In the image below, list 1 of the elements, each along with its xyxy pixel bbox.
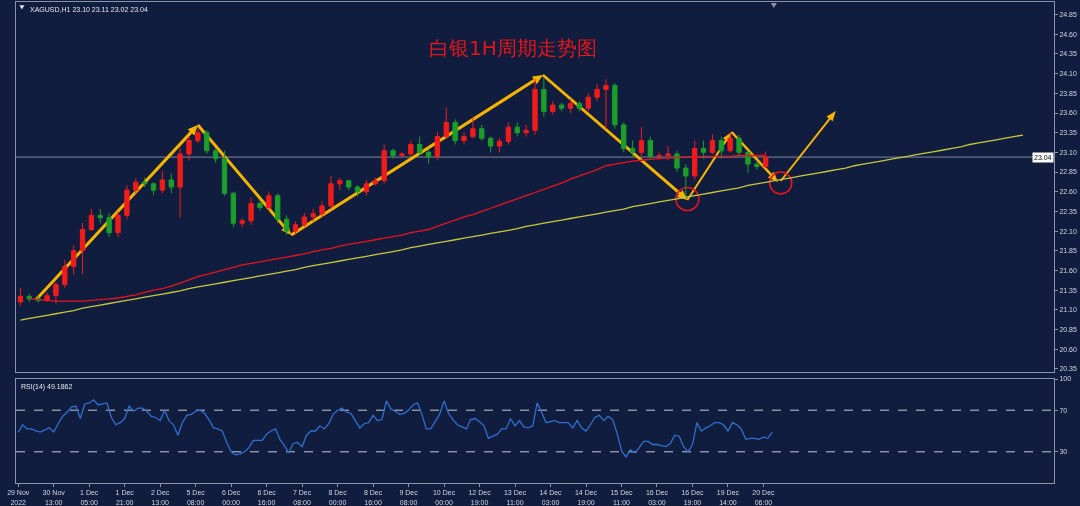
text: 白银1H周期走势图 <box>429 36 597 60</box>
